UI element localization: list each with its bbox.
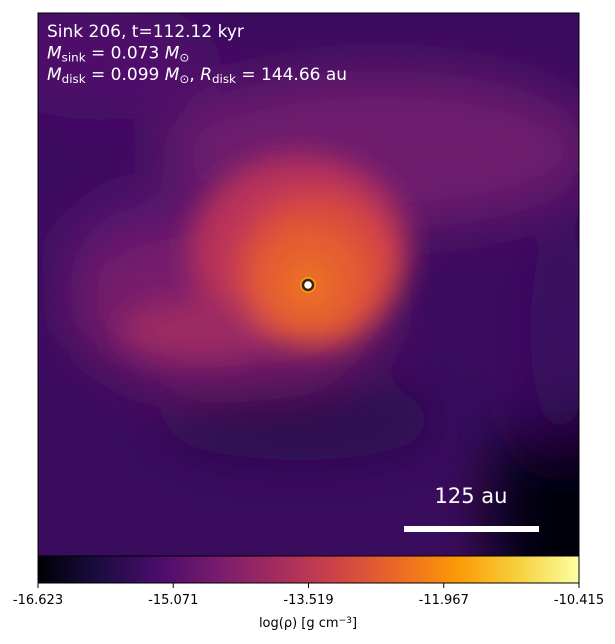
text-segment: ]	[352, 616, 357, 631]
text-segment: M	[47, 44, 62, 64]
scale-bar-label: 125 au	[435, 484, 508, 508]
text-segment: disk	[212, 72, 236, 86]
colorbar-ticks: -16.623 -15.071 -13.519 -11.967 -10.415	[13, 583, 604, 608]
text-segment: Sink 206, t=112.12 kyr	[47, 22, 244, 42]
text-segment: sink	[62, 51, 86, 65]
tick-label: -15.071	[148, 593, 198, 608]
sink-marker	[301, 278, 315, 292]
annotation-line: Sink 206, t=112.12 kyr	[47, 22, 244, 42]
tick-label: -11.967	[419, 593, 469, 608]
colorbar-label: log(ρ) [g cm−3]	[259, 616, 357, 631]
text-segment: M	[47, 65, 62, 85]
text-segment: log(ρ) [g cm	[259, 616, 339, 631]
text-segment: disk	[62, 72, 86, 86]
colorbar	[37, 555, 580, 584]
text-segment: ⊙	[179, 72, 189, 86]
annotation-line: Mdisk = 0.099 M⊙, Rdisk = 144.66 au	[47, 65, 347, 86]
text-segment: ,	[189, 65, 200, 85]
text-segment: M	[165, 65, 180, 85]
tick-label: -13.519	[283, 593, 333, 608]
text-segment: = 0.073	[86, 44, 165, 64]
text-segment: = 144.66 au	[236, 65, 347, 85]
text-segment: ⊙	[179, 51, 189, 65]
text-segment: = 0.099	[86, 65, 165, 85]
text-segment: R	[200, 65, 212, 85]
annotation-line: Msink = 0.073 M⊙	[47, 44, 189, 65]
text-segment: M	[165, 44, 180, 64]
tick-label: -10.415	[554, 593, 604, 608]
tick-label: -16.623	[13, 593, 63, 608]
text-segment: −3	[339, 616, 353, 626]
